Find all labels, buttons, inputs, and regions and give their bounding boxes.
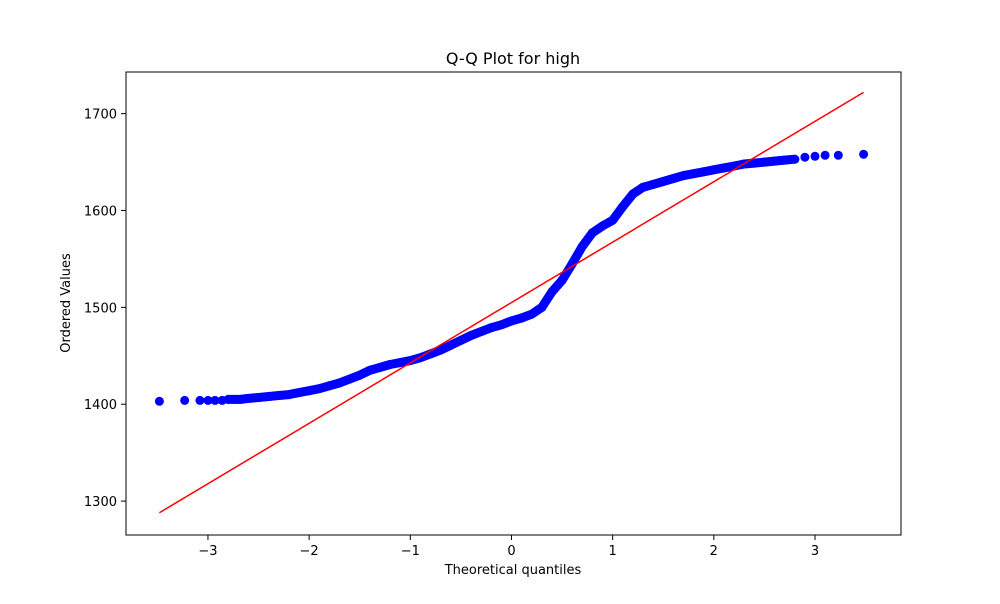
data-point [527, 309, 537, 319]
data-point [557, 275, 567, 285]
data-point [395, 358, 405, 368]
reference-fit-line [159, 91, 864, 514]
data-point [679, 171, 688, 181]
x-tick-label: −2 [300, 544, 319, 559]
data-point [517, 313, 527, 323]
data-point [496, 320, 506, 330]
data-point [859, 149, 869, 159]
data-point [345, 374, 355, 384]
data-point [507, 316, 516, 326]
data-point [243, 393, 253, 403]
data-point [547, 287, 557, 297]
data-point [235, 394, 245, 404]
data-point [365, 365, 375, 375]
data-point [203, 395, 213, 405]
data-point [800, 152, 810, 162]
data-point [375, 362, 385, 372]
data-point [154, 396, 164, 406]
data-point [195, 395, 205, 405]
data-point [284, 390, 294, 400]
data-point [689, 169, 699, 179]
data-point [180, 395, 190, 405]
data-point [567, 259, 577, 269]
data-point [436, 345, 446, 355]
data-point [820, 150, 830, 160]
y-tick-label: 1700 [84, 108, 117, 123]
data-point [780, 155, 790, 165]
data-point [254, 393, 263, 402]
data-point [577, 241, 587, 251]
data-point [749, 158, 759, 168]
x-axis-ticks: −3 −2 −1 0 1 2 3 [198, 535, 819, 559]
data-point [699, 167, 709, 177]
data-point [770, 156, 779, 166]
y-axis-ticks: 1300 1400 1500 1600 1700 [84, 108, 126, 510]
y-tick-label: 1500 [84, 301, 117, 316]
data-point [648, 179, 658, 189]
x-tick-label: 1 [609, 544, 617, 559]
data-point [385, 360, 395, 369]
data-point [658, 177, 668, 186]
axes-frame [125, 71, 902, 536]
x-tick-label: 3 [811, 544, 819, 559]
data-point [709, 165, 719, 175]
data-point [405, 356, 415, 366]
data-point [719, 163, 729, 173]
x-tick-label: −1 [401, 544, 420, 559]
data-point [618, 202, 628, 212]
data-point [314, 384, 324, 394]
data-point [587, 228, 597, 238]
data-point [466, 331, 476, 340]
data-point [638, 182, 648, 192]
x-axis-label: Theoretical quantiles [444, 563, 582, 578]
y-tick-label: 1300 [84, 495, 117, 510]
series-layer [154, 91, 869, 514]
y-axis-label: Ordered Values [59, 253, 74, 353]
data-point [537, 302, 547, 312]
plot-area: −3 −2 −1 0 1 2 3 1300 1400 1500 1600 1700 [84, 71, 902, 559]
data-points-band [223, 154, 800, 404]
data-point [456, 335, 466, 345]
data-point [598, 221, 607, 231]
data-point [264, 392, 274, 401]
x-tick-label: 2 [710, 544, 718, 559]
data-point [335, 378, 344, 388]
data-point [810, 151, 820, 161]
data-point [274, 391, 284, 400]
x-tick-label: −3 [198, 544, 217, 559]
data-point [446, 340, 456, 350]
data-point [476, 327, 486, 337]
data-point [790, 154, 800, 164]
chart-title: Q-Q Plot for high [446, 49, 580, 68]
x-tick-label: 0 [507, 544, 515, 559]
data-point [833, 150, 843, 160]
data-point [759, 157, 769, 167]
y-tick-label: 1400 [84, 398, 117, 413]
data-point [294, 388, 304, 398]
data-point [304, 386, 314, 396]
data-point [628, 189, 638, 199]
data-point [668, 174, 678, 183]
data-point [486, 323, 496, 333]
data-point [608, 215, 618, 225]
data-point [355, 370, 365, 380]
data-point [210, 395, 220, 405]
y-tick-label: 1600 [84, 205, 117, 220]
data-point [324, 381, 334, 391]
